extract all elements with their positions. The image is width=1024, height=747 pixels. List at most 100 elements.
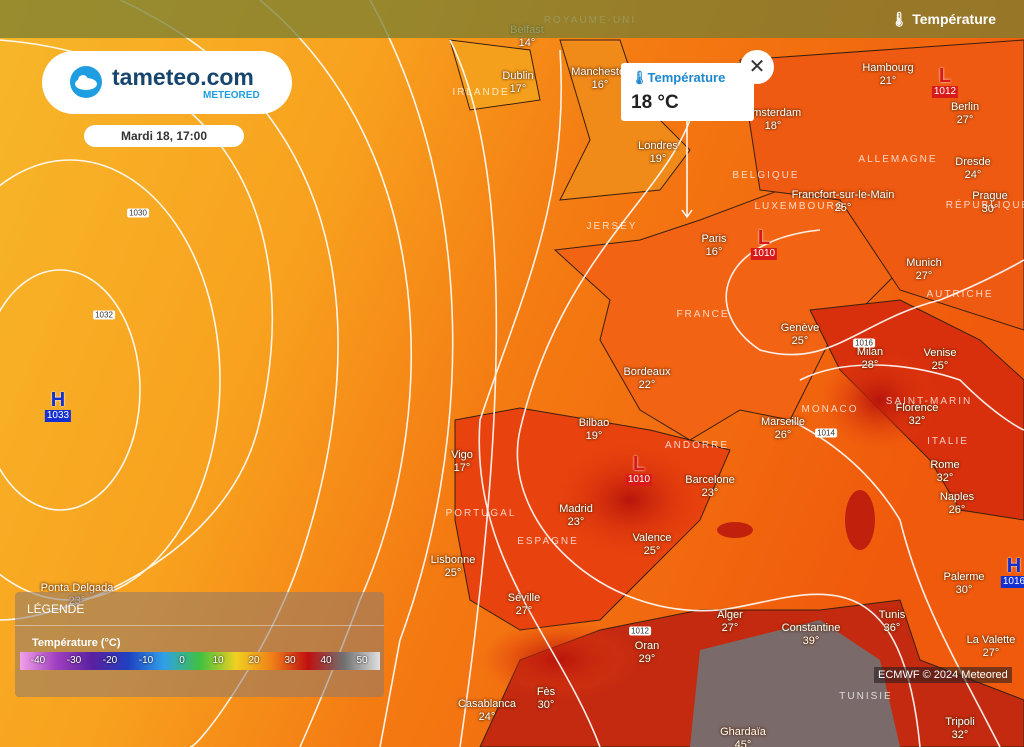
city-temp: 39° bbox=[802, 635, 820, 647]
legend-title: LÉGENDE bbox=[27, 602, 85, 616]
city-label: Palerme 30° bbox=[944, 571, 985, 597]
thermometer-icon: 🌡 bbox=[890, 11, 913, 27]
tooltip-pointer bbox=[681, 120, 693, 219]
city-temp: 26° bbox=[774, 429, 792, 441]
city-name: Hambourg bbox=[862, 62, 914, 74]
close-button[interactable]: ✕ bbox=[740, 50, 774, 84]
city-name: Alger bbox=[717, 609, 743, 621]
city-name: Valence bbox=[632, 532, 672, 544]
pressure-symbol: H bbox=[50, 389, 66, 411]
city-temp: 26° bbox=[948, 504, 966, 516]
scale-step: 30 bbox=[272, 652, 308, 670]
scale-step: 20 bbox=[236, 652, 272, 670]
layer-name: Température bbox=[912, 11, 996, 27]
country-label: JERSEY bbox=[586, 221, 638, 232]
city-temp: 36° bbox=[883, 622, 901, 634]
isobar-label: 1012 bbox=[629, 626, 651, 636]
scale-step: 0 bbox=[164, 652, 200, 670]
city-name: Florence bbox=[895, 402, 939, 414]
city-name: Ghardaïa bbox=[720, 726, 766, 738]
city-name: Fès bbox=[536, 686, 556, 698]
city-name: Tripoli bbox=[945, 716, 975, 728]
city-label: Bilbao 19° bbox=[579, 417, 610, 443]
city-temp: 16° bbox=[705, 246, 723, 258]
isobar-label: 1016 bbox=[853, 338, 875, 348]
city-temp: 32° bbox=[908, 415, 926, 427]
city-name: Bilbao bbox=[578, 417, 610, 429]
city-label: Bordeaux 22° bbox=[623, 366, 670, 392]
pressure-center: L 1010 bbox=[625, 453, 653, 486]
city-name: Berlin bbox=[950, 101, 980, 113]
city-name: Palerme bbox=[943, 571, 985, 583]
city-label: Vigo 17° bbox=[451, 449, 473, 475]
city-name: Oran bbox=[634, 640, 660, 652]
pressure-center: H 1016 bbox=[1000, 556, 1024, 588]
city-label: Dresde 24° bbox=[955, 156, 990, 182]
layer-button[interactable]: 🌡 Température bbox=[891, 11, 996, 28]
city-label: Milan 28° bbox=[857, 346, 883, 372]
pressure-symbol: L bbox=[632, 453, 646, 475]
city-label: Séville 27° bbox=[508, 592, 540, 618]
tooltip: 🌡Température 18 °C bbox=[621, 63, 754, 121]
city-label: Londres 19° bbox=[638, 140, 678, 166]
city-name: Ponta Delgada bbox=[40, 582, 114, 594]
city-label: Lisbonne 25° bbox=[431, 554, 476, 580]
city-label: Francfort-sur-le-Main 25° bbox=[792, 189, 895, 215]
city-label: Ghardaïa 45° bbox=[720, 726, 766, 747]
city-name: Dublin bbox=[502, 70, 534, 82]
city-temp: 28° bbox=[861, 359, 879, 371]
logo-box[interactable]: tameteo.com METEORED bbox=[42, 51, 292, 114]
tooltip-value: 18 °C bbox=[631, 92, 679, 113]
city-name: Amsterdam bbox=[744, 107, 802, 119]
isobar-label: 1014 bbox=[815, 428, 837, 438]
top-bar: 🌡 Température bbox=[0, 0, 1024, 38]
city-temp: 27° bbox=[721, 622, 739, 634]
city-label: Venise 25° bbox=[923, 347, 956, 373]
city-temp: 25° bbox=[444, 567, 462, 579]
city-label: Tunis 36° bbox=[879, 609, 906, 635]
isobar-label: 1030 bbox=[127, 208, 149, 218]
city-name: Madrid bbox=[559, 503, 593, 515]
city-temp: 23° bbox=[701, 487, 719, 499]
logo-icon bbox=[70, 66, 102, 98]
city-temp: 30° bbox=[537, 699, 555, 711]
city-name: Marseille bbox=[760, 416, 806, 428]
isobar-label: 1032 bbox=[93, 310, 115, 320]
city-name: Munich bbox=[906, 257, 942, 269]
city-name: Venise bbox=[923, 347, 957, 359]
city-temp: 25° bbox=[931, 360, 949, 372]
city-name: Naples bbox=[939, 491, 975, 503]
city-temp: 17° bbox=[509, 83, 527, 95]
city-label: Constantine 39° bbox=[782, 622, 841, 648]
city-name: Manchester bbox=[571, 66, 629, 78]
city-temp: 30° bbox=[981, 203, 999, 215]
pressure-value: 1010 bbox=[625, 474, 653, 486]
city-label: Rome 32° bbox=[930, 459, 959, 485]
city-temp: 23° bbox=[567, 516, 585, 528]
country-label: IRLANDE bbox=[452, 87, 510, 98]
city-label: Manchester 16° bbox=[571, 66, 628, 92]
city-label: Dublin 17° bbox=[502, 70, 533, 96]
scale-step: -10 bbox=[128, 652, 164, 670]
city-name: Prague bbox=[972, 190, 1008, 202]
scale-step: 40 bbox=[308, 652, 344, 670]
city-temp: 32° bbox=[936, 472, 954, 484]
scale-step: 50 bbox=[344, 652, 380, 670]
pressure-symbol: L bbox=[757, 227, 771, 249]
city-temp: 27° bbox=[915, 270, 933, 282]
pressure-symbol: L bbox=[938, 65, 952, 87]
pressure-center: L 1010 bbox=[750, 227, 778, 260]
tooltip-title-text: Température bbox=[647, 70, 726, 85]
tooltip-title: 🌡Température bbox=[631, 70, 725, 86]
city-name: Paris bbox=[701, 233, 727, 245]
city-name: Tunis bbox=[878, 609, 906, 621]
city-label: Marseille 26° bbox=[761, 416, 805, 442]
city-temp: 25° bbox=[643, 545, 661, 557]
pressure-center: H 1033 bbox=[44, 389, 72, 422]
city-temp: 17° bbox=[453, 462, 471, 474]
city-temp: 30° bbox=[955, 584, 973, 596]
city-name: Genève bbox=[780, 322, 820, 334]
city-temp: 24° bbox=[964, 169, 982, 181]
